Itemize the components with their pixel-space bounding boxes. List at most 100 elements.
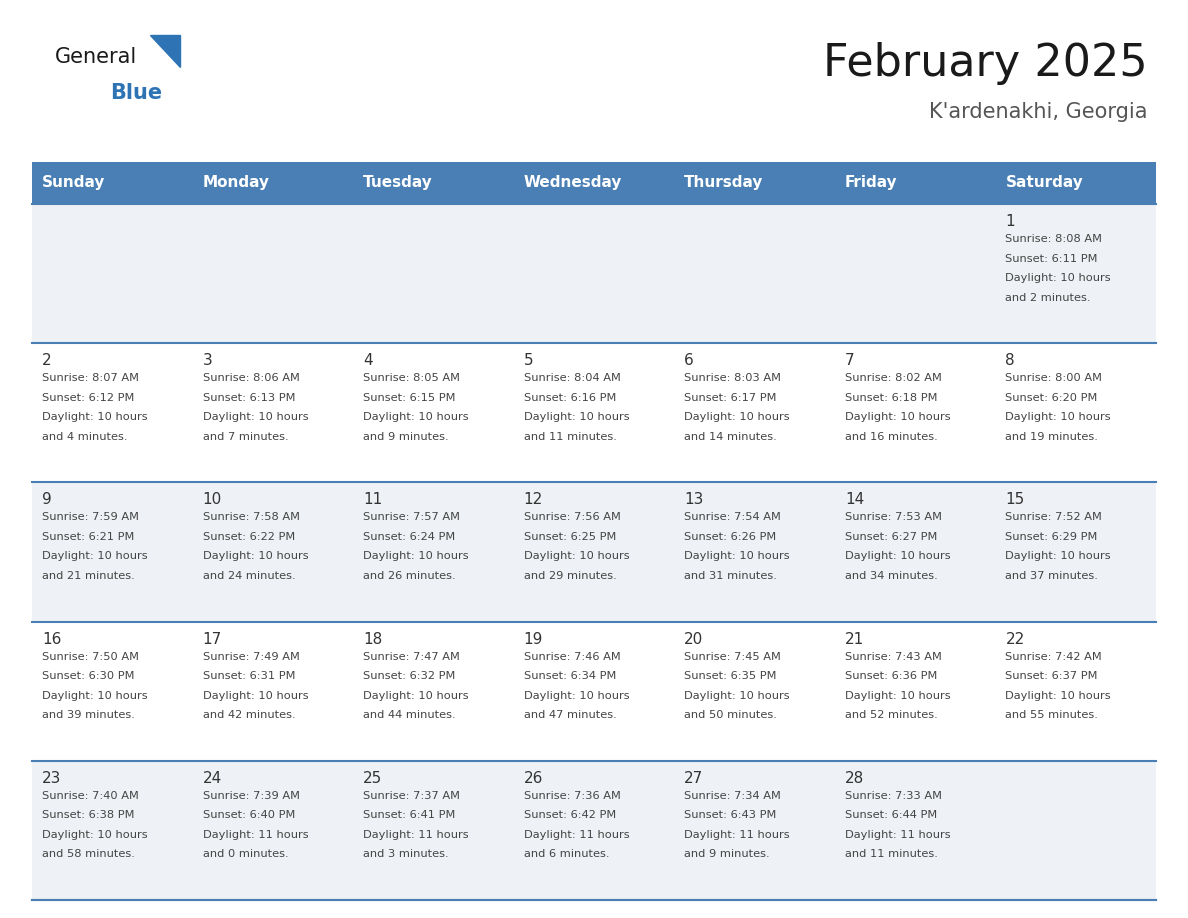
Text: and 9 minutes.: and 9 minutes.	[684, 849, 770, 859]
Text: and 3 minutes.: and 3 minutes.	[364, 849, 449, 859]
Text: and 26 minutes.: and 26 minutes.	[364, 571, 456, 581]
Text: Daylight: 10 hours: Daylight: 10 hours	[1005, 552, 1111, 562]
Text: Sunrise: 7:49 AM: Sunrise: 7:49 AM	[203, 652, 299, 662]
Text: Sunrise: 7:33 AM: Sunrise: 7:33 AM	[845, 790, 942, 800]
Text: 19: 19	[524, 632, 543, 646]
Text: and 11 minutes.: and 11 minutes.	[524, 431, 617, 442]
Bar	[32, 482, 192, 621]
Text: Blue: Blue	[110, 83, 162, 103]
Text: Tuesday: Tuesday	[364, 175, 432, 191]
Text: General: General	[55, 47, 138, 67]
Text: 26: 26	[524, 771, 543, 786]
Text: Saturday: Saturday	[1005, 175, 1083, 191]
Text: and 14 minutes.: and 14 minutes.	[684, 431, 777, 442]
Text: 10: 10	[203, 492, 222, 508]
Text: and 6 minutes.: and 6 minutes.	[524, 849, 609, 859]
Text: Sunset: 6:41 PM: Sunset: 6:41 PM	[364, 811, 455, 821]
Text: Sunset: 6:15 PM: Sunset: 6:15 PM	[364, 393, 456, 403]
Text: and 21 minutes.: and 21 minutes.	[42, 571, 134, 581]
Text: 25: 25	[364, 771, 383, 786]
Text: and 16 minutes.: and 16 minutes.	[845, 431, 937, 442]
Text: Sunday: Sunday	[42, 175, 106, 191]
Text: 11: 11	[364, 492, 383, 508]
Text: and 19 minutes.: and 19 minutes.	[1005, 431, 1098, 442]
Text: Sunset: 6:24 PM: Sunset: 6:24 PM	[364, 532, 455, 542]
Text: Sunrise: 7:58 AM: Sunrise: 7:58 AM	[203, 512, 299, 522]
Bar	[192, 761, 353, 900]
Bar	[353, 761, 513, 900]
Text: 28: 28	[845, 771, 864, 786]
Bar	[513, 343, 675, 482]
Text: 5: 5	[524, 353, 533, 368]
Text: Daylight: 10 hours: Daylight: 10 hours	[524, 552, 630, 562]
Bar	[513, 204, 675, 343]
Text: and 37 minutes.: and 37 minutes.	[1005, 571, 1098, 581]
Bar	[675, 343, 835, 482]
Text: Sunset: 6:12 PM: Sunset: 6:12 PM	[42, 393, 134, 403]
Text: and 39 minutes.: and 39 minutes.	[42, 711, 135, 720]
Text: Sunset: 6:22 PM: Sunset: 6:22 PM	[203, 532, 295, 542]
Text: Sunset: 6:18 PM: Sunset: 6:18 PM	[845, 393, 937, 403]
Bar	[192, 343, 353, 482]
Bar	[353, 621, 513, 761]
Text: Daylight: 10 hours: Daylight: 10 hours	[684, 552, 790, 562]
Text: Sunrise: 8:04 AM: Sunrise: 8:04 AM	[524, 374, 620, 383]
Text: Thursday: Thursday	[684, 175, 764, 191]
Bar	[513, 482, 675, 621]
Text: and 9 minutes.: and 9 minutes.	[364, 431, 449, 442]
Text: Sunset: 6:29 PM: Sunset: 6:29 PM	[1005, 532, 1098, 542]
Text: 4: 4	[364, 353, 373, 368]
Text: and 0 minutes.: and 0 minutes.	[203, 849, 289, 859]
Text: Sunrise: 7:42 AM: Sunrise: 7:42 AM	[1005, 652, 1102, 662]
Text: Sunset: 6:21 PM: Sunset: 6:21 PM	[42, 532, 134, 542]
Text: 9: 9	[42, 492, 52, 508]
Text: Sunset: 6:16 PM: Sunset: 6:16 PM	[524, 393, 617, 403]
Bar	[32, 343, 192, 482]
Text: Sunrise: 8:05 AM: Sunrise: 8:05 AM	[364, 374, 460, 383]
Text: 8: 8	[1005, 353, 1015, 368]
Text: Monday: Monday	[203, 175, 270, 191]
Text: and 7 minutes.: and 7 minutes.	[203, 431, 289, 442]
Text: Sunset: 6:35 PM: Sunset: 6:35 PM	[684, 671, 777, 681]
Text: Sunrise: 7:34 AM: Sunrise: 7:34 AM	[684, 790, 782, 800]
Text: 13: 13	[684, 492, 703, 508]
Text: Daylight: 11 hours: Daylight: 11 hours	[203, 830, 308, 840]
Text: and 4 minutes.: and 4 minutes.	[42, 431, 127, 442]
Bar	[675, 761, 835, 900]
Text: Sunrise: 7:52 AM: Sunrise: 7:52 AM	[1005, 512, 1102, 522]
Text: Sunset: 6:32 PM: Sunset: 6:32 PM	[364, 671, 455, 681]
Text: and 34 minutes.: and 34 minutes.	[845, 571, 937, 581]
Bar	[32, 162, 1156, 204]
Text: Daylight: 10 hours: Daylight: 10 hours	[1005, 273, 1111, 283]
Text: 1: 1	[1005, 214, 1015, 229]
Text: Daylight: 10 hours: Daylight: 10 hours	[364, 412, 469, 422]
Bar	[353, 482, 513, 621]
Text: Sunrise: 7:46 AM: Sunrise: 7:46 AM	[524, 652, 620, 662]
Text: Sunset: 6:25 PM: Sunset: 6:25 PM	[524, 532, 617, 542]
Text: Sunrise: 7:43 AM: Sunrise: 7:43 AM	[845, 652, 942, 662]
Text: Sunrise: 8:02 AM: Sunrise: 8:02 AM	[845, 374, 942, 383]
Bar	[996, 204, 1156, 343]
Text: and 44 minutes.: and 44 minutes.	[364, 711, 456, 720]
Text: Sunrise: 7:54 AM: Sunrise: 7:54 AM	[684, 512, 782, 522]
Text: 23: 23	[42, 771, 62, 786]
Text: 3: 3	[203, 353, 213, 368]
Text: Sunrise: 7:37 AM: Sunrise: 7:37 AM	[364, 790, 460, 800]
Text: 21: 21	[845, 632, 864, 646]
Text: Daylight: 10 hours: Daylight: 10 hours	[364, 690, 469, 700]
Bar	[996, 343, 1156, 482]
Text: Daylight: 10 hours: Daylight: 10 hours	[684, 412, 790, 422]
Text: Daylight: 10 hours: Daylight: 10 hours	[524, 690, 630, 700]
Text: Sunset: 6:43 PM: Sunset: 6:43 PM	[684, 811, 777, 821]
Text: Daylight: 10 hours: Daylight: 10 hours	[684, 690, 790, 700]
Bar	[32, 621, 192, 761]
Bar	[835, 621, 996, 761]
Text: Sunset: 6:44 PM: Sunset: 6:44 PM	[845, 811, 937, 821]
Text: Daylight: 10 hours: Daylight: 10 hours	[42, 552, 147, 562]
Text: and 55 minutes.: and 55 minutes.	[1005, 711, 1098, 720]
Text: Sunset: 6:11 PM: Sunset: 6:11 PM	[1005, 253, 1098, 263]
Text: Daylight: 10 hours: Daylight: 10 hours	[42, 690, 147, 700]
Text: Sunrise: 7:50 AM: Sunrise: 7:50 AM	[42, 652, 139, 662]
Text: 24: 24	[203, 771, 222, 786]
Text: Sunset: 6:34 PM: Sunset: 6:34 PM	[524, 671, 617, 681]
